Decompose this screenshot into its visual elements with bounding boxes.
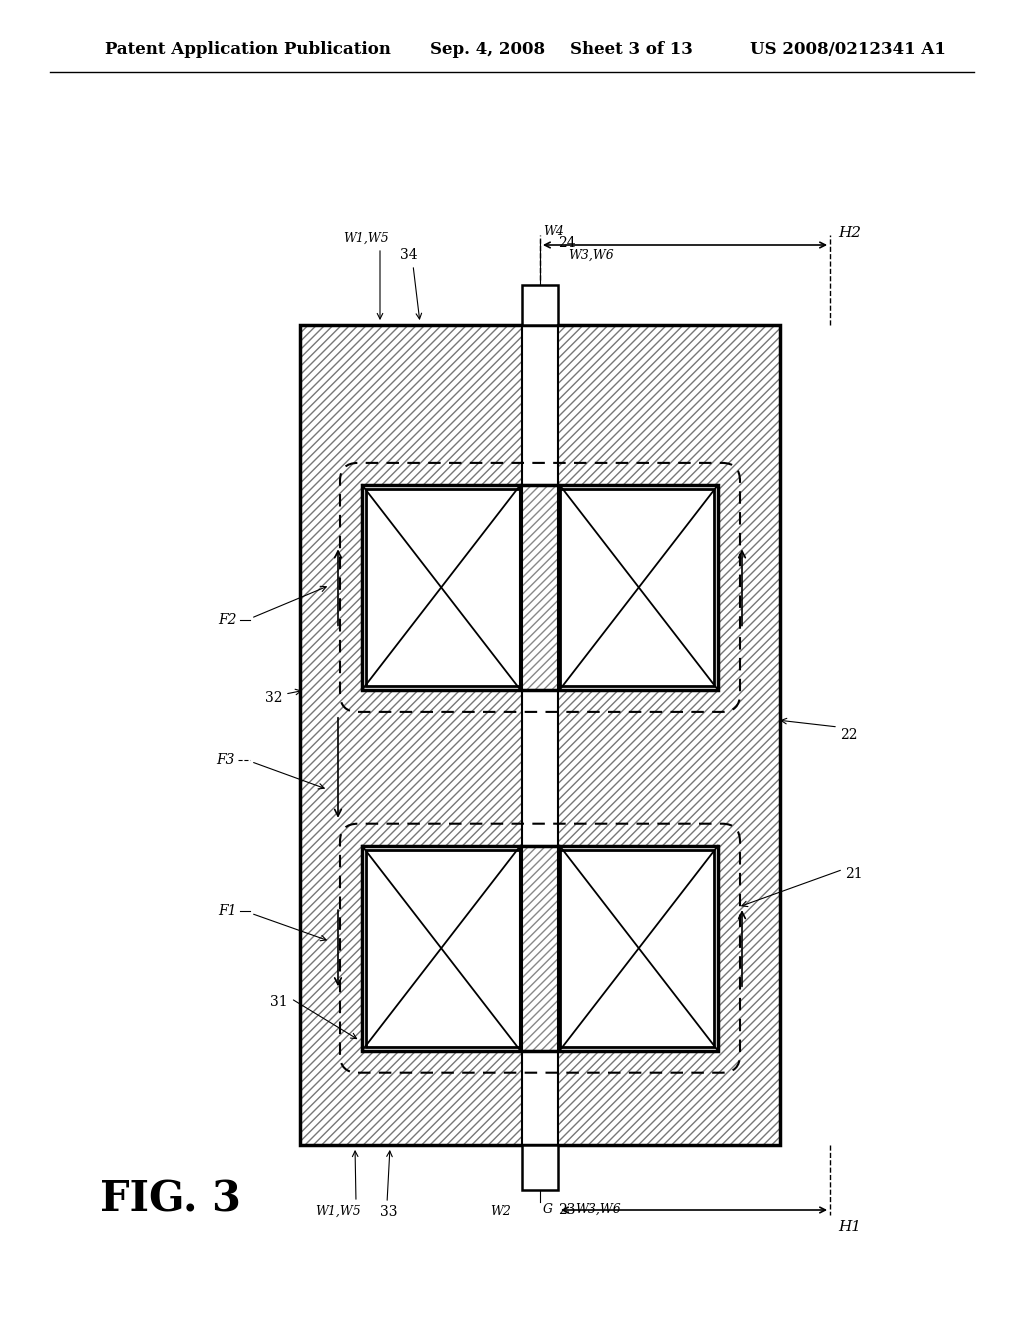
Text: G: G: [543, 1203, 553, 1216]
Text: 33: 33: [380, 1205, 397, 1218]
Bar: [522, 690, 558, 846]
Bar: [520, 846, 559, 1051]
Bar: [520, 484, 559, 690]
Text: H1: H1: [838, 1220, 861, 1234]
Text: 23: 23: [558, 1203, 575, 1217]
Text: 22: 22: [840, 729, 857, 742]
Bar: [522, 1144, 558, 1191]
Text: US 2008/0212341 A1: US 2008/0212341 A1: [750, 41, 946, 58]
Text: W1,W5: W1,W5: [343, 232, 389, 246]
Text: W1,W5: W1,W5: [315, 1205, 360, 1218]
Text: W3,W6: W3,W6: [568, 249, 613, 261]
Text: 31: 31: [270, 994, 288, 1008]
Bar: [520, 484, 559, 690]
Bar: [559, 850, 714, 1047]
Text: F3: F3: [216, 752, 234, 767]
Bar: [362, 846, 718, 1051]
Bar: [362, 484, 718, 690]
Bar: [520, 846, 559, 1051]
Text: 21: 21: [845, 867, 862, 882]
Text: Patent Application Publication: Patent Application Publication: [105, 41, 391, 58]
Text: W3,W6: W3,W6: [575, 1203, 621, 1216]
Text: 32: 32: [265, 692, 283, 705]
Text: W4: W4: [543, 224, 564, 238]
Bar: [362, 846, 718, 1051]
Text: Sep. 4, 2008: Sep. 4, 2008: [430, 41, 545, 58]
Bar: [300, 325, 780, 1144]
Bar: [522, 325, 558, 1144]
Bar: [522, 285, 558, 325]
Bar: [362, 484, 718, 690]
Text: FIG. 3: FIG. 3: [100, 1179, 241, 1221]
Text: 24: 24: [558, 236, 575, 249]
Bar: [366, 488, 520, 686]
Text: F2: F2: [218, 614, 237, 627]
Text: H2: H2: [838, 226, 861, 240]
Bar: [366, 850, 520, 1047]
Text: F1: F1: [218, 904, 237, 919]
Text: W2: W2: [490, 1205, 511, 1218]
Text: 34: 34: [400, 248, 418, 261]
Bar: [559, 488, 714, 686]
Bar: [300, 325, 780, 1144]
Text: Sheet 3 of 13: Sheet 3 of 13: [570, 41, 693, 58]
